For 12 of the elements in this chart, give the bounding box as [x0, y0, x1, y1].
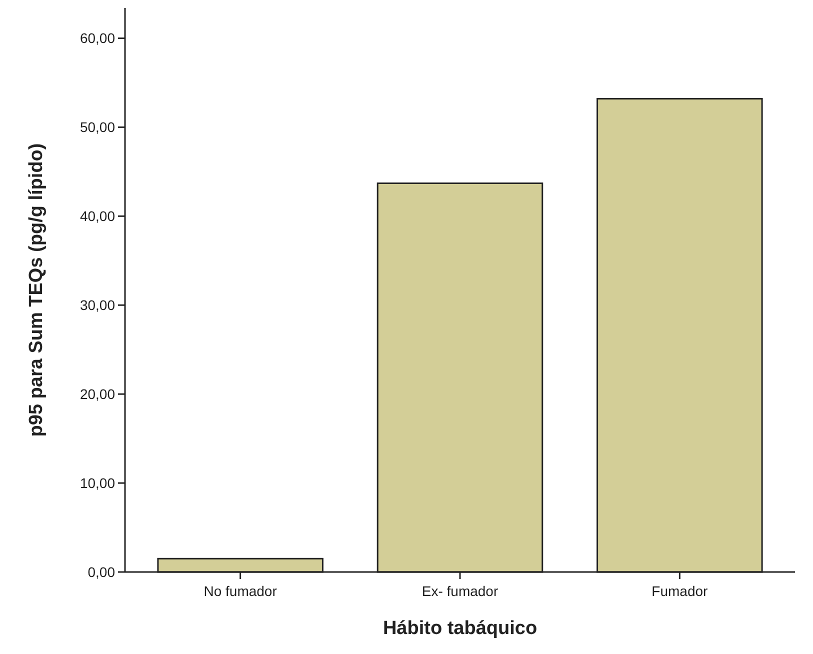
y-axis-title: p95 para Sum TEQs (pg/g lípido) [26, 143, 47, 437]
y-tick-label: 10,00 [80, 474, 116, 491]
y-tick-label: 20,00 [80, 386, 116, 402]
x-tick-label: Ex- fumador [422, 583, 498, 599]
x-axis-title: Hábito tabáquico [382, 618, 538, 639]
y-tick-label: 30,00 [80, 297, 116, 314]
x-tick-label: Fumador [652, 583, 708, 599]
y-tick-label: 60,00 [80, 30, 116, 46]
x-tick-label: No fumador [204, 583, 278, 599]
y-tick-label: 40,00 [80, 208, 116, 224]
y-tick-label: 0,00 [88, 564, 116, 580]
y-tick-label: 50,00 [80, 119, 116, 136]
